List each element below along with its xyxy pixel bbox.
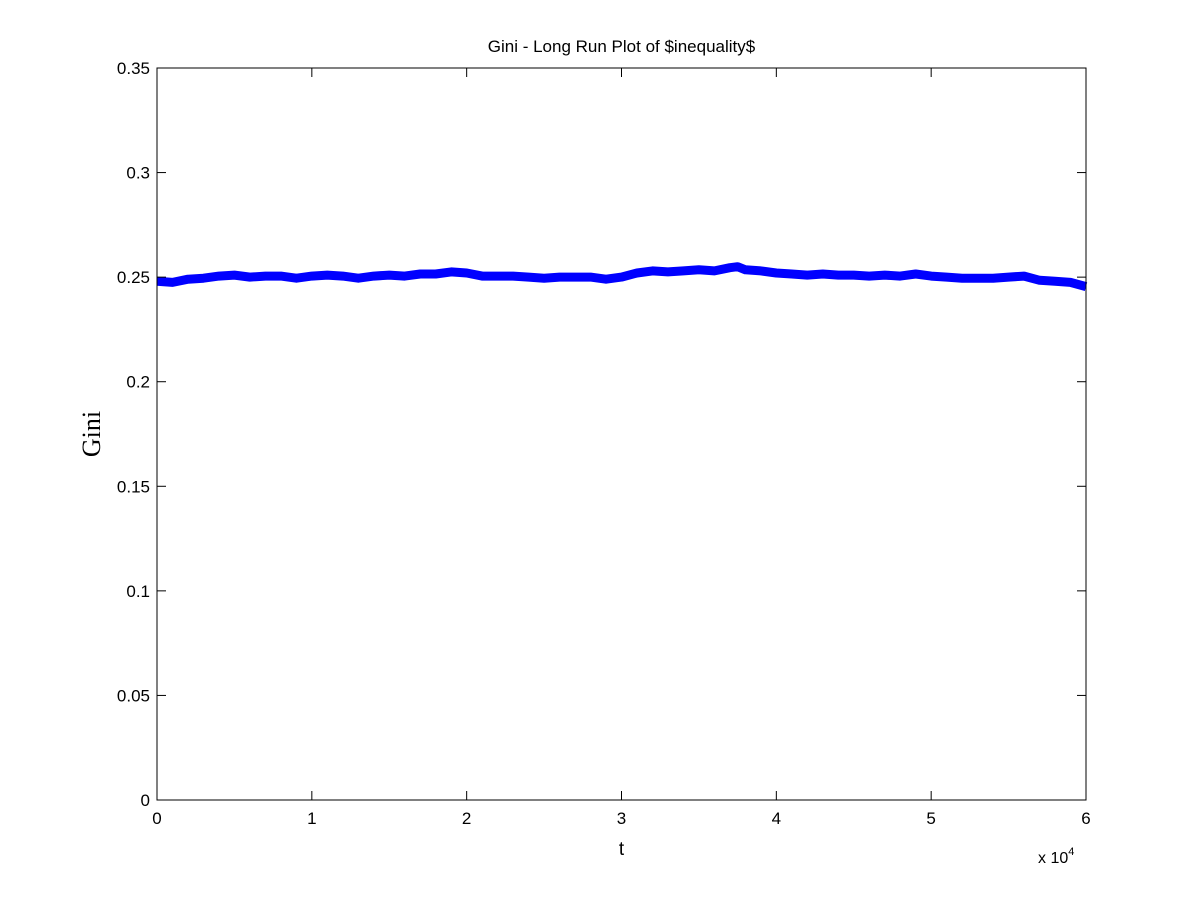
y-axis-label: Gini	[77, 411, 106, 457]
x-tick-label-6: 6	[1081, 809, 1090, 828]
x-tick-label-0: 0	[152, 809, 161, 828]
y-tick-label-6: 0.3	[126, 164, 150, 183]
x-tick-label-1: 1	[307, 809, 316, 828]
x-tick-label-3: 3	[617, 809, 626, 828]
axes-box	[156, 67, 1087, 801]
x-axis-multiplier-base: x 10	[1038, 850, 1068, 867]
x-axis-multiplier: x 104	[1038, 846, 1074, 867]
y-tick-label-0: 0	[141, 791, 150, 810]
series-layer	[156, 262, 1088, 291]
y-tick-label-1: 0.05	[117, 686, 150, 705]
series-line-0	[156, 262, 1088, 291]
x-tick-label-2: 2	[462, 809, 471, 828]
plot-area	[157, 68, 1086, 800]
x-axis-multiplier-exponent: 4	[1068, 846, 1074, 858]
x-tick-label-5: 5	[926, 809, 935, 828]
ticks-layer: 0 1 2 3 4 5 6 0 0.05 0.1 0.15 0.2 0.25 0.3 0.35	[117, 59, 1091, 828]
x-axis-label: t	[619, 839, 625, 860]
y-tick-label-4: 0.2	[126, 373, 150, 392]
chart-title: Gini - Long Run Plot of $inequality$	[488, 37, 756, 56]
y-tick-label-7: 0.35	[117, 59, 150, 78]
y-tick-label-2: 0.1	[126, 582, 150, 601]
x-tick-label-4: 4	[772, 809, 781, 828]
y-tick-label-3: 0.15	[117, 477, 150, 496]
y-tick-label-5: 0.25	[117, 268, 150, 287]
